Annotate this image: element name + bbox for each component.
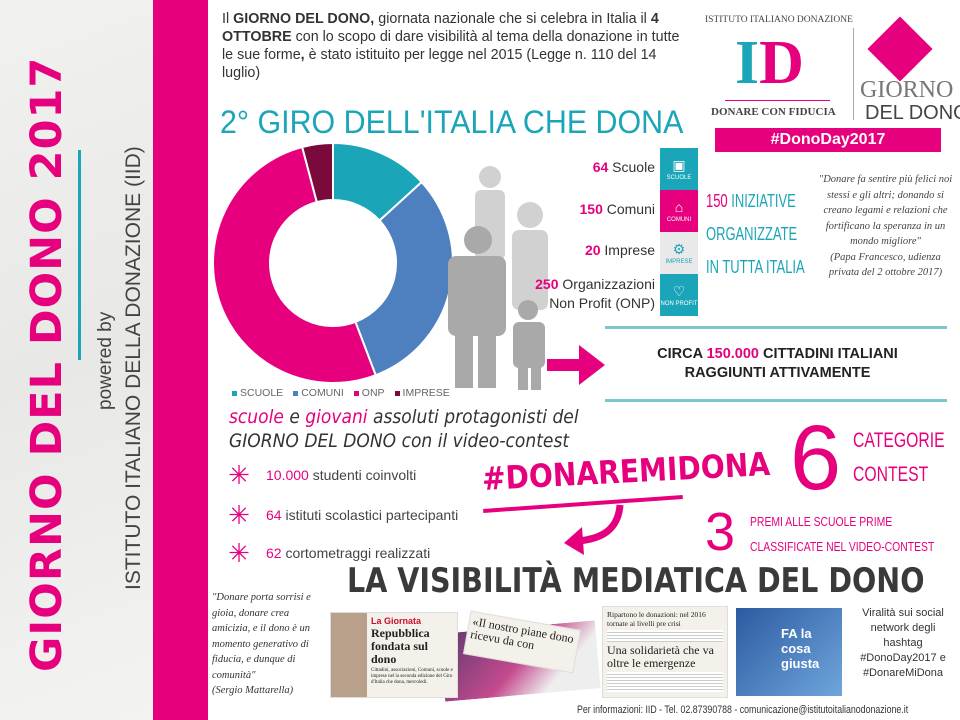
media-section-title: LA VISIBILITÀ MEDIATICA DEL DONO <box>347 561 925 601</box>
tv-show-photo: FA la cosa giusta <box>734 606 844 698</box>
giorno-del-dono-diamond-icon <box>867 16 933 82</box>
sidebar-organization: ISTITUTO ITALIANO DELLA DONAZIONE (IID) <box>122 146 145 590</box>
sidebar-background <box>0 0 153 720</box>
chart-legend: SCUOLE COMUNI ONP IMPRESE <box>232 387 450 400</box>
asterisk-icon: ✳ <box>228 500 250 530</box>
logo-block: ISTITUTO ITALIANO DONAZIONE ID DONARE CO… <box>705 14 960 164</box>
book-icon: ▣ SCUOLE <box>660 148 698 190</box>
people-silhouettes-icon <box>448 166 548 390</box>
legend-label: COMUNI <box>301 387 344 399</box>
main-title: 2° GIRO DELL'ITALIA CHE DONA <box>220 104 684 140</box>
legend-swatch <box>394 390 400 396</box>
asterisk-icon: ✳ <box>228 460 250 490</box>
donoday-hashtag-banner: #DonoDay2017 <box>715 128 941 152</box>
press-clipping-donazioni: Ripartono le donazioni: nel 2016 tornate… <box>602 606 728 698</box>
donut-slice-comuni <box>354 180 454 377</box>
prizes-number: 3 <box>705 502 736 562</box>
legend-swatch <box>293 390 299 396</box>
stat-onp: 250 Organizzazioni Non Profit (ONP) <box>535 276 655 311</box>
logo-divider <box>853 28 854 120</box>
bullet-cortometraggi: ✳ 62 cortometraggi realizzati <box>228 538 431 568</box>
clipping-text-lines <box>607 672 723 692</box>
legend-swatch <box>232 390 237 396</box>
clipping-text-lines <box>607 630 723 642</box>
bullet-istituti: ✳ 64 istituti scolastici partecipanti <box>228 500 459 530</box>
legend-item-onp: ONP <box>353 387 385 400</box>
logo-underline <box>725 100 830 101</box>
iid-letter: I <box>735 29 760 97</box>
gears-icon: ⚙ IMPRESE <box>660 232 698 274</box>
divider-bottom <box>605 399 947 402</box>
iniziative-count: 150 INIZIATIVE ORGANIZZATE IN TUTTA ITALIA <box>706 191 805 277</box>
stat-scuole: 64 Scuole <box>592 159 655 175</box>
donut-chart <box>212 141 454 384</box>
building-icon: ⌂ COMUNI <box>660 190 698 232</box>
divider-top <box>605 326 947 329</box>
clipping-headline-2: Una solidarietà che va oltre le emergenz… <box>607 643 714 670</box>
donaremidona-hashtag: #DONAREMIDONA <box>481 444 771 498</box>
mattarella-quote: "Donare porta sorrisi e gioia, donare cr… <box>212 592 311 696</box>
categories-number: 6 <box>790 407 842 509</box>
clipping-headline: Ripartono le donazioni: nel 2016 tornate… <box>607 610 706 628</box>
curved-arrow-icon <box>564 504 624 555</box>
footer-contact: Per informazioni: IID - Tel. 02.87390788… <box>577 704 909 716</box>
prizes-label: PREMI ALLE SCUOLE PRIME CLASSIFICATE NEL … <box>750 514 935 554</box>
protagonisti-text: scuole e giovani assoluti protagonisti d… <box>229 406 579 452</box>
mayor-photo <box>331 613 367 697</box>
stat-comuni: 150 Comuni <box>579 201 656 217</box>
clipping-kicker: La Giornata <box>371 616 422 626</box>
category-icons: ▣ SCUOLE ⌂ COMUNI ⚙ IMPRESE ♡ NON PROFIT <box>660 148 698 316</box>
donut-slice-imprese <box>300 141 334 204</box>
press-clipping-repubblica: La Giornata Repubblica fondata sul dono … <box>330 612 458 698</box>
iid-tagline: DONARE CON FIDUCIA <box>711 106 836 118</box>
sidebar-divider <box>78 150 81 360</box>
donut-slice-onp <box>212 145 377 384</box>
right-arrow-icon <box>547 345 605 385</box>
legend-item-scuole: SCUOLE <box>232 387 283 400</box>
bullet-studenti: ✳ 10.000 studenti coinvolti <box>228 460 417 490</box>
legend-item-comuni: COMUNI <box>293 387 344 400</box>
cittadini-reached: CIRCA 150.000 CITTADINI ITALIANI RAGGIUNT… <box>657 346 898 381</box>
sidebar-powered-by: powered by <box>95 311 116 410</box>
legend-label: IMPRESE <box>402 387 450 399</box>
clipping-body: Cittadini, associazioni, Comuni, scuole … <box>371 668 453 685</box>
legend-item-imprese: IMPRESE <box>394 387 450 400</box>
legend-swatch <box>353 390 359 396</box>
social-virality-text: Viralità sui social network degli hashta… <box>860 607 946 679</box>
pink-accent-bar <box>153 0 208 720</box>
sidebar-title: GIORNO DEL DONO 2017 <box>22 56 72 672</box>
gdd-logo-giorno: GIORNO <box>860 77 954 103</box>
heart-icon: ♡ NON PROFIT <box>660 274 698 316</box>
asterisk-icon: ✳ <box>228 538 250 568</box>
stat-imprese: 20 Imprese <box>584 242 655 258</box>
gdd-logo-del-dono: DEL DONO <box>865 102 960 124</box>
iid-letter: D <box>759 29 804 97</box>
legend-label: ONP <box>361 387 385 399</box>
intro-text: Il GIORNO DEL DONO, giornata nazionale c… <box>222 11 680 81</box>
iid-arc-text: ISTITUTO ITALIANO DONAZIONE <box>705 15 853 25</box>
legend-label: SCUOLE <box>240 387 284 399</box>
iid-logo-letters: ID <box>735 30 804 96</box>
clipping-headline: Repubblica fondata sul dono <box>371 626 430 666</box>
papa-francesco-quote: "Donare fa sentire più felici noi stessi… <box>818 174 953 278</box>
categories-label: CATEGORIE CONTEST <box>853 429 945 486</box>
